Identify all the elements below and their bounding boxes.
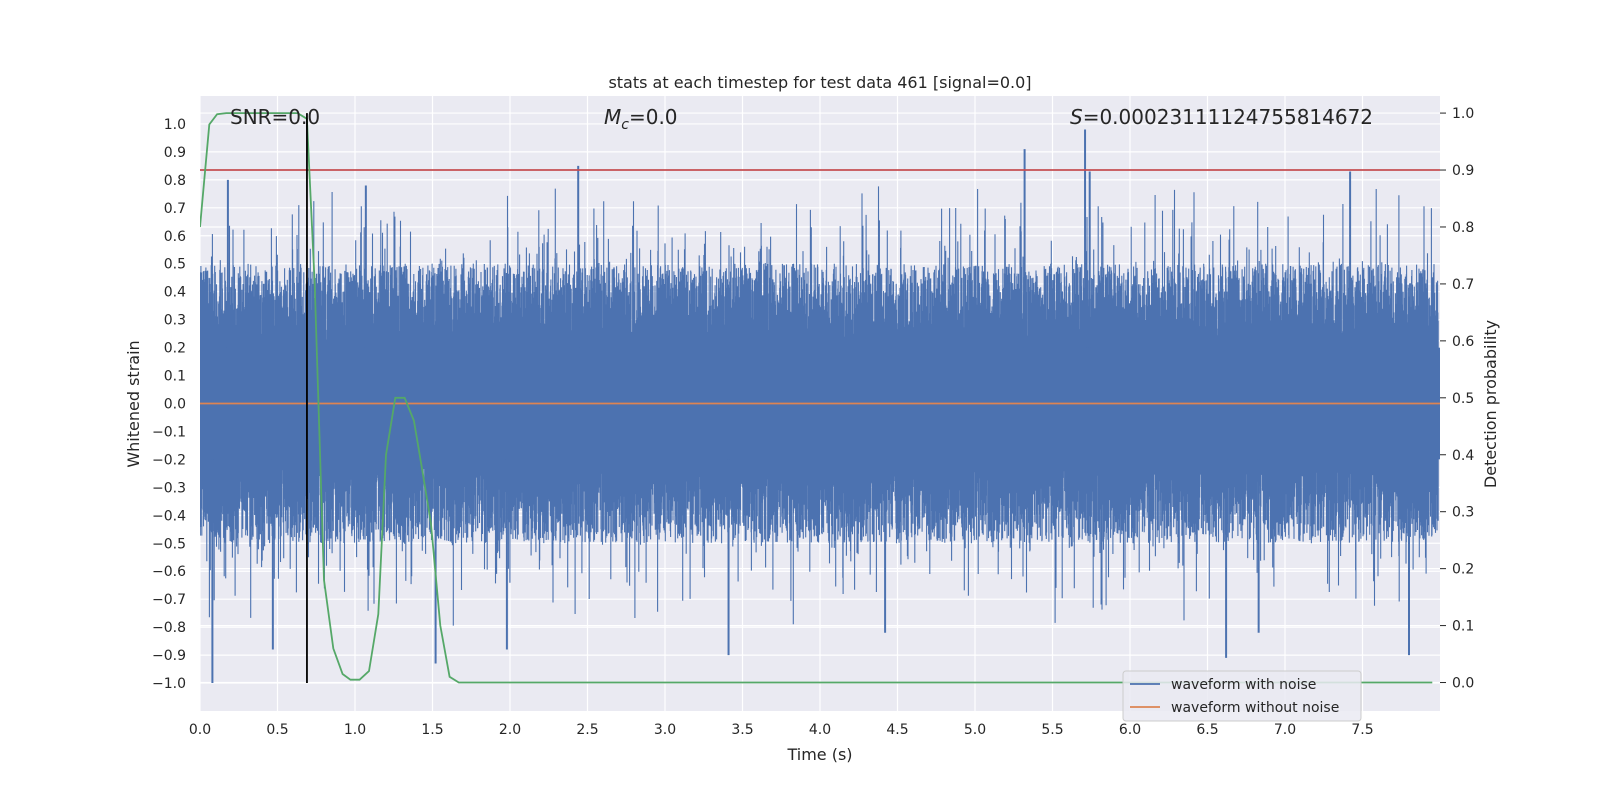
legend-box: [1122, 670, 1362, 722]
y-tick-label: −0.4: [152, 508, 186, 524]
y2-tick-label: 0.0: [1452, 676, 1474, 692]
x-tick-label: 5.5: [1041, 722, 1063, 738]
y-tick-label: 0.4: [164, 285, 186, 301]
y-tick-label: 0.2: [164, 341, 186, 357]
legend-label-noise: waveform with noise: [1171, 677, 1316, 693]
x-tick-label: 6.0: [1119, 722, 1141, 738]
x-tick-label: 3.5: [731, 722, 753, 738]
y2-axis-label: Detection probability: [1481, 320, 1500, 488]
y-tick-label: 0.7: [164, 201, 186, 217]
y-tick-label: 0.3: [164, 313, 186, 329]
x-tick-label: 3.0: [654, 722, 676, 738]
y-tick-label: 0.8: [164, 173, 186, 189]
x-tick-label: 1.5: [421, 722, 443, 738]
legend: waveform with noise waveform without noi…: [1122, 670, 1362, 722]
y-tick-label: −0.1: [152, 424, 186, 440]
y-tick-label: −0.9: [152, 648, 186, 664]
legend-label-clean: waveform without noise: [1171, 700, 1339, 716]
y2-tick-label: 0.7: [1452, 277, 1474, 293]
detection-probability-line: [200, 112, 1433, 684]
y2-tick-label: 0.9: [1452, 163, 1474, 179]
y-tick-label: −0.7: [152, 592, 186, 608]
y2-tick-label: 0.3: [1452, 505, 1474, 521]
y-tick-label: 1.0: [164, 117, 186, 133]
y-tick-label: −0.6: [152, 564, 186, 580]
s-annotation: S=0.00023111124755814672: [1070, 105, 1373, 129]
x-tick-label: 2.5: [576, 722, 598, 738]
x-tick-label: 7.5: [1351, 722, 1373, 738]
y-axis-label: Whitened strain: [124, 340, 143, 467]
snr-annotation: SNR=0.0: [230, 105, 320, 129]
y-tick-label: 0.6: [164, 229, 186, 245]
y-tick-label: −0.8: [152, 620, 186, 636]
y2-tick-label: 0.6: [1452, 334, 1474, 350]
x-tick-label: 4.5: [886, 722, 908, 738]
x-tick-label: 0.0: [189, 722, 211, 738]
x-axis-label: Time (s): [786, 745, 852, 764]
y2-tick-label: 0.2: [1452, 562, 1474, 578]
x-tick-label: 6.5: [1196, 722, 1218, 738]
x-tick-label: 7.0: [1274, 722, 1296, 738]
x-tick-label: 1.0: [344, 722, 366, 738]
y2-tick-label: 1.0: [1452, 106, 1474, 122]
y-tick-label: 0.0: [164, 397, 186, 413]
y-tick-label: 0.9: [164, 145, 186, 161]
chart-title: stats at each timestep for test data 461…: [608, 73, 1031, 92]
y2-tick-label: 0.1: [1452, 619, 1474, 635]
y-tick-label: −0.3: [152, 480, 186, 496]
y-tick-label: −1.0: [152, 676, 186, 692]
x-tick-label: 2.0: [499, 722, 521, 738]
mc-annotation: Mc=0.0: [604, 105, 678, 133]
y2-tick-label: 0.8: [1452, 220, 1474, 236]
y-tick-label: −0.2: [152, 452, 186, 468]
y-tick-label: 0.1: [164, 369, 186, 385]
x-tick-label: 4.0: [809, 722, 831, 738]
x-tick-label: 0.5: [266, 722, 288, 738]
y2-tick-label: 0.4: [1452, 448, 1474, 464]
x-tick-label: 5.0: [964, 722, 986, 738]
y2-tick-label: 0.5: [1452, 391, 1474, 407]
y-tick-label: −0.5: [152, 536, 186, 552]
y-tick-label: 0.5: [164, 257, 186, 273]
